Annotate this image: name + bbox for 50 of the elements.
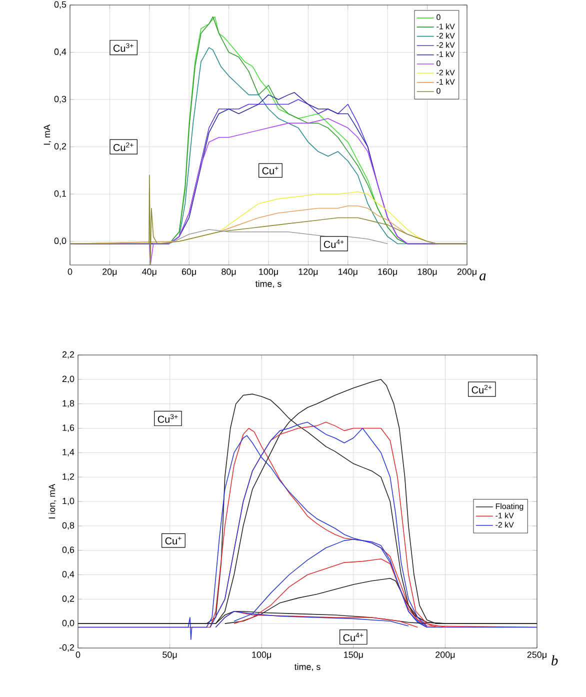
text: a <box>480 274 486 280</box>
annotation: Cu$^{2+}$ <box>114 142 134 152</box>
text: b <box>552 655 558 666</box>
y-tick-label: 0,2 <box>62 595 74 603</box>
annotation: Cu$^{4+}$ <box>343 632 364 642</box>
x-axis-title: time, s <box>255 280 282 288</box>
y-tick-label: 0,2 <box>54 143 66 151</box>
x-tick-label: 250μ <box>527 652 546 660</box>
x-tick-label: 140μ <box>338 268 358 276</box>
x-tick-label: 20μ <box>102 268 117 276</box>
x-tick-label: 50μ <box>162 652 177 660</box>
y-tick-label: 1,2 <box>62 473 74 481</box>
y-tick-label: 1,0 <box>62 498 74 506</box>
x-tick-label: 120μ <box>298 268 318 276</box>
annotation: Cu$^{3+}$ <box>158 414 178 423</box>
y-tick-label: 0,6 <box>62 546 74 554</box>
annotation: Cu$^{3+}$ <box>114 43 134 52</box>
y-tick-label: 0,3 <box>54 96 66 104</box>
annotation: Cu$^{+}$ <box>262 166 278 174</box>
x-tick-label: 0 <box>76 652 80 658</box>
annotation: Cu$^{+}$ <box>165 536 182 544</box>
annotation: Cu$^{4+}$ <box>324 239 344 248</box>
y-axis-title: I ion, mA <box>48 484 56 518</box>
y-tick-label: 0,1 <box>54 190 66 198</box>
y-tick-label: 1,4 <box>62 449 74 456</box>
y-tick-label: 0,0 <box>54 238 66 246</box>
x-tick-label: 60μ <box>182 268 196 276</box>
x-tick-label: 180μ <box>418 268 437 276</box>
annotation: Cu$^{2+}$ <box>472 384 492 394</box>
x-tick-label: 160μ <box>378 268 398 276</box>
x-tick-label: 150μ <box>344 652 363 660</box>
x-tick-label: 80μ <box>222 268 236 276</box>
y-axis-title: I, mA <box>44 124 52 145</box>
x-tick-label: 200μ <box>457 268 476 276</box>
x-axis-title: time, s <box>294 663 320 671</box>
y-tick-label: 0,0 <box>62 620 74 628</box>
x-tick-label: 200μ <box>436 652 455 660</box>
x-tick-label: 100μ <box>252 652 272 660</box>
y-tick-label: 0,4 <box>54 48 66 56</box>
y-tick-label: 0,4 <box>62 571 74 578</box>
x-tick-label: 40μ <box>142 268 156 276</box>
x-tick-label: 100μ <box>259 268 278 276</box>
y-tick-label: 2,0 <box>62 376 74 384</box>
y-tick-label: 0,5 <box>54 1 66 9</box>
y-tick-label: 0,8 <box>62 522 74 530</box>
y-tick-label: 1,6 <box>62 424 74 432</box>
y-tick-label: 1,8 <box>62 400 74 408</box>
y-tick-label: -0,2 <box>59 644 74 652</box>
y-tick-label: 2,2 <box>62 351 74 359</box>
x-tick-label: 0 <box>68 268 72 275</box>
